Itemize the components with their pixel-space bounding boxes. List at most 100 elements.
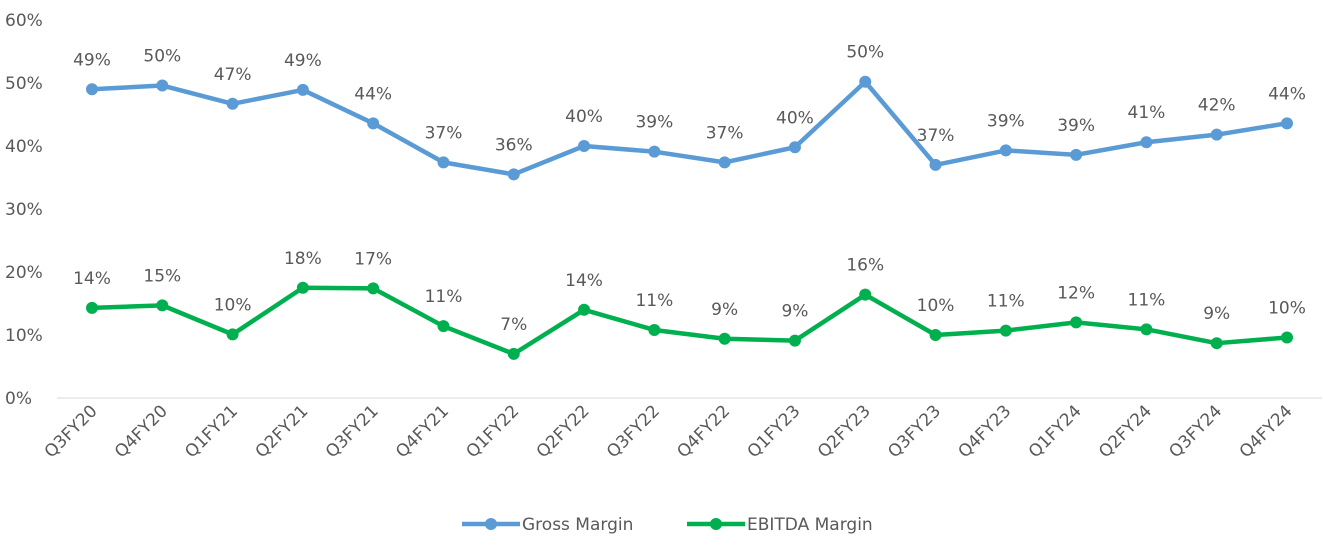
y-tick-label: 10% <box>5 326 43 346</box>
data-label: 7% <box>500 315 527 335</box>
data-label: 47% <box>214 65 252 85</box>
x-tick-label: Q1FY24 <box>1025 401 1086 462</box>
data-label: 40% <box>776 108 814 128</box>
series-line <box>91 79 1288 177</box>
legend-marker <box>485 518 497 530</box>
data-label: 37% <box>706 123 744 143</box>
point <box>929 158 942 171</box>
point <box>226 328 239 341</box>
point <box>648 145 661 158</box>
series-line <box>91 285 1288 357</box>
x-tick-label: Q1FY21 <box>181 401 242 462</box>
point <box>718 332 731 345</box>
legend-marker <box>710 518 722 530</box>
point <box>578 303 591 316</box>
point <box>1281 331 1293 344</box>
point <box>1070 148 1083 161</box>
data-label: 11% <box>635 291 673 311</box>
y-tick-label: 20% <box>5 263 43 283</box>
data-label: 9% <box>1203 304 1230 324</box>
point <box>648 323 661 336</box>
point <box>226 97 239 110</box>
point <box>1140 323 1153 336</box>
x-tick-label: Q3FY23 <box>884 401 945 462</box>
x-tick-label: Q3FY20 <box>41 401 102 462</box>
point <box>367 117 380 130</box>
data-label: 14% <box>565 271 603 291</box>
x-tick-label: Q4FY21 <box>392 401 453 462</box>
point <box>718 156 731 169</box>
point <box>296 83 309 96</box>
data-label: 37% <box>425 123 463 143</box>
legend-label: EBITDA Margin <box>747 515 873 535</box>
data-label: 50% <box>143 47 181 67</box>
y-tick-label: 0% <box>5 389 32 409</box>
point <box>788 334 801 347</box>
data-label: 49% <box>73 50 111 70</box>
point <box>86 301 98 314</box>
x-tick-label: Q3FY21 <box>322 401 383 462</box>
y-tick-label: 60% <box>5 11 43 31</box>
point <box>788 141 801 154</box>
point <box>507 168 520 181</box>
data-label: 12% <box>1057 283 1095 303</box>
y-tick-label: 30% <box>5 200 43 220</box>
data-label: 36% <box>495 135 533 155</box>
data-label: 49% <box>284 51 322 71</box>
x-tick-label: Q2FY21 <box>252 401 313 462</box>
data-label: 9% <box>781 302 808 322</box>
data-label: 37% <box>917 126 955 146</box>
data-label: 39% <box>1057 116 1095 136</box>
point <box>1140 136 1153 149</box>
y-tick-label: 50% <box>5 74 43 94</box>
x-tick-label: Q4FY20 <box>111 401 172 462</box>
point <box>929 329 942 341</box>
x-tick-label: Q2FY22 <box>533 401 594 462</box>
legend-label: Gross Margin <box>522 515 633 535</box>
x-tick-label: Q3FY22 <box>603 401 664 462</box>
data-label: 11% <box>425 287 463 307</box>
data-label: 42% <box>1198 96 1236 116</box>
data-label: 44% <box>354 84 392 104</box>
x-tick-label: Q1FY23 <box>744 401 805 462</box>
x-tick-label: Q2FY24 <box>1095 401 1156 462</box>
point <box>507 347 520 360</box>
data-label: 16% <box>846 256 884 276</box>
point <box>1070 316 1083 329</box>
point <box>999 324 1012 337</box>
point <box>859 288 872 301</box>
data-label: 9% <box>711 300 738 320</box>
point <box>859 75 872 88</box>
data-label: 10% <box>917 296 955 316</box>
data-label: 10% <box>1268 299 1306 319</box>
point <box>1210 337 1223 350</box>
point <box>437 156 450 169</box>
data-label: 18% <box>284 249 322 269</box>
x-tick-label: Q4FY24 <box>1236 401 1297 462</box>
y-tick-label: 40% <box>5 137 43 157</box>
data-label: 39% <box>635 113 673 133</box>
x-tick-label: Q1FY22 <box>462 401 523 462</box>
data-label: 44% <box>1268 84 1306 104</box>
point <box>86 83 98 96</box>
data-label: 41% <box>1128 103 1166 123</box>
x-tick-label: Q2FY23 <box>814 401 875 462</box>
data-label: 17% <box>354 249 392 269</box>
point <box>367 282 380 295</box>
point <box>1210 128 1223 141</box>
data-label: 11% <box>987 292 1025 312</box>
data-label: 10% <box>214 295 252 315</box>
point <box>578 140 591 152</box>
x-tick-label: Q4FY22 <box>673 401 734 462</box>
point <box>296 281 309 294</box>
point <box>437 320 450 333</box>
data-label: 40% <box>565 107 603 127</box>
x-tick-label: Q4FY23 <box>955 401 1016 462</box>
data-label: 11% <box>1128 290 1166 310</box>
x-tick-label: Q3FY24 <box>1165 401 1226 462</box>
data-label: 14% <box>73 269 111 289</box>
data-label: 39% <box>987 111 1025 131</box>
data-label: 15% <box>143 266 181 286</box>
point <box>999 144 1012 157</box>
